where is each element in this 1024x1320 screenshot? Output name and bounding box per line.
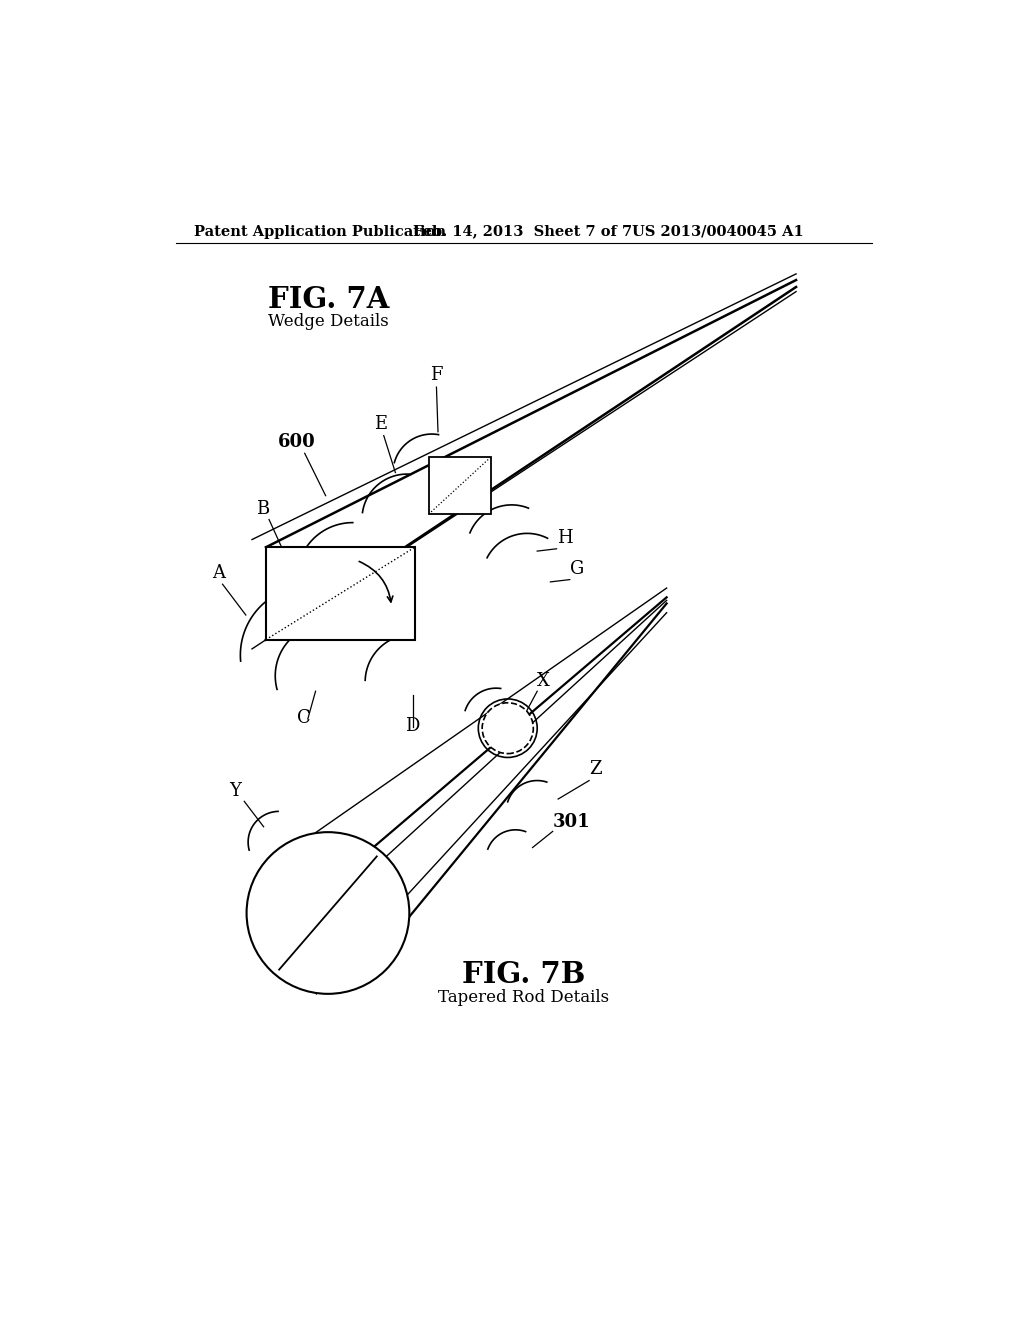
Text: X: X	[538, 672, 550, 690]
Text: D: D	[406, 717, 420, 734]
Text: Tapered Rod Details: Tapered Rod Details	[437, 989, 609, 1006]
Bar	[266, 548, 415, 640]
Text: G: G	[569, 560, 584, 578]
Circle shape	[247, 832, 410, 994]
Text: US 2013/0040045 A1: US 2013/0040045 A1	[632, 224, 804, 239]
Text: Patent Application Publication: Patent Application Publication	[194, 224, 445, 239]
Text: Y: Y	[228, 781, 241, 800]
Circle shape	[482, 702, 534, 754]
Text: 600: 600	[278, 433, 315, 451]
Text: Z: Z	[589, 760, 602, 779]
Text: B: B	[256, 500, 269, 519]
Text: E: E	[375, 416, 387, 433]
Text: FIG. 7B: FIG. 7B	[462, 960, 585, 989]
Text: A: A	[212, 564, 224, 582]
Text: H: H	[557, 529, 572, 548]
Text: Feb. 14, 2013  Sheet 7 of 7: Feb. 14, 2013 Sheet 7 of 7	[414, 224, 633, 239]
Text: F: F	[430, 366, 442, 384]
Text: C: C	[297, 709, 310, 727]
Text: FIG. 7A: FIG. 7A	[267, 285, 389, 314]
Text: 301: 301	[553, 813, 590, 830]
Text: Wedge Details: Wedge Details	[267, 313, 388, 330]
Bar	[429, 457, 490, 515]
